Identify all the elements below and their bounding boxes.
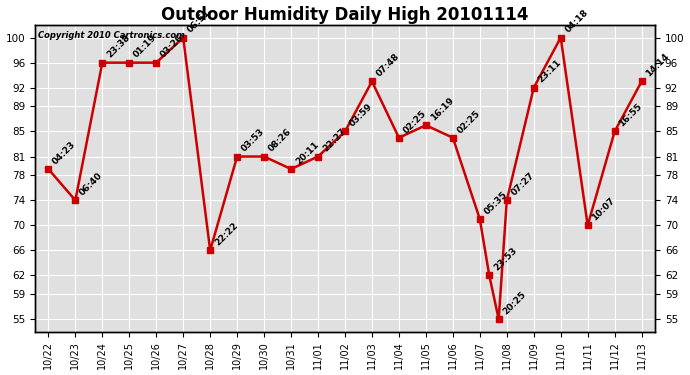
Text: 03:59: 03:59 — [348, 102, 375, 129]
Text: 01:19: 01:19 — [132, 33, 159, 60]
Text: 22:27: 22:27 — [321, 127, 348, 154]
Text: 23:38: 23:38 — [105, 33, 132, 60]
Text: 14:14: 14:14 — [644, 52, 671, 79]
Text: 06:51: 06:51 — [186, 8, 213, 35]
Text: 08:26: 08:26 — [267, 127, 293, 154]
Text: 20:25: 20:25 — [502, 290, 528, 316]
Text: 02:25: 02:25 — [402, 108, 428, 135]
Text: 23:53: 23:53 — [492, 246, 519, 273]
Text: 10:07: 10:07 — [591, 196, 617, 223]
Text: 16:55: 16:55 — [618, 102, 644, 129]
Text: 20:11: 20:11 — [294, 140, 320, 166]
Text: 07:48: 07:48 — [375, 52, 402, 79]
Title: Outdoor Humidity Daily High 20101114: Outdoor Humidity Daily High 20101114 — [161, 6, 529, 24]
Text: Copyright 2010 Cartronics.com: Copyright 2010 Cartronics.com — [38, 31, 185, 40]
Text: 07:27: 07:27 — [510, 171, 536, 198]
Text: 02:25: 02:25 — [455, 108, 482, 135]
Text: 16:19: 16:19 — [428, 96, 455, 123]
Text: 22:22: 22:22 — [213, 221, 239, 248]
Text: 04:18: 04:18 — [564, 8, 590, 35]
Text: 05:35: 05:35 — [482, 190, 509, 216]
Text: 23:11: 23:11 — [537, 58, 563, 85]
Text: 03:26: 03:26 — [159, 33, 186, 60]
Text: 04:23: 04:23 — [51, 140, 78, 166]
Text: 06:40: 06:40 — [78, 171, 105, 198]
Text: 03:53: 03:53 — [240, 127, 266, 154]
